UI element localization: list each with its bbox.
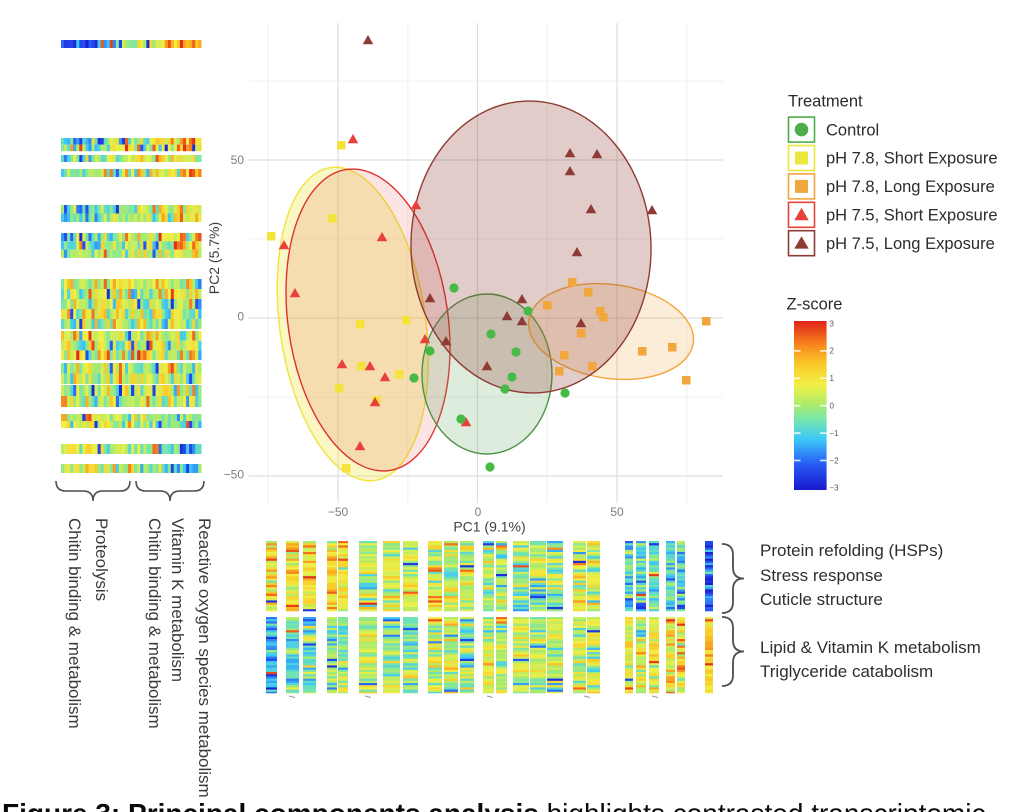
svg-text:1: 1: [830, 374, 835, 383]
svg-text:PC2 (5.7%): PC2 (5.7%): [206, 222, 222, 294]
svg-text:−3: −3: [830, 484, 840, 493]
svg-text:50: 50: [231, 153, 245, 167]
svg-text:Control: Control: [826, 121, 879, 139]
svg-text:Chitin binding & metabolism: Chitin binding & metabolism: [65, 518, 84, 729]
svg-text:Protein refolding (HSPs): Protein refolding (HSPs): [760, 541, 943, 560]
svg-text:pH 7.8, Short Exposure: pH 7.8, Short Exposure: [826, 150, 998, 168]
svg-text:Chitin binding & metabolism: Chitin binding & metabolism: [145, 518, 164, 729]
svg-text:Vitamin K metabolism: Vitamin K metabolism: [168, 518, 187, 682]
svg-text:0: 0: [237, 310, 244, 324]
svg-text:Triglyceride catabolism: Triglyceride catabolism: [760, 662, 933, 681]
svg-text:−1: −1: [830, 429, 840, 438]
svg-text:pH 7.5, Long Exposure: pH 7.5, Long Exposure: [826, 235, 995, 253]
svg-text:Lipid & Vitamin K metabolism: Lipid & Vitamin K metabolism: [760, 638, 981, 657]
svg-text:Stress response: Stress response: [760, 566, 883, 585]
svg-text:50: 50: [610, 505, 624, 519]
svg-text:−50: −50: [224, 468, 245, 482]
svg-text:0: 0: [475, 505, 482, 519]
svg-text:Treatment: Treatment: [788, 93, 863, 111]
svg-text:Figure 3: Principal components: Figure 3: Principal components analysis …: [2, 798, 985, 812]
svg-text:3: 3: [830, 319, 835, 328]
svg-text:PC1 (9.1%): PC1 (9.1%): [453, 519, 525, 535]
svg-text:Proteolysis: Proteolysis: [92, 518, 111, 601]
svg-text:Reactive oxygen species metabo: Reactive oxygen species metabolism: [195, 518, 214, 798]
svg-text:2: 2: [830, 347, 835, 356]
svg-text:−2: −2: [830, 456, 840, 465]
svg-text:−50: −50: [328, 505, 349, 519]
svg-text:pH 7.5, Short Exposure: pH 7.5, Short Exposure: [826, 207, 998, 225]
svg-text:Z-score: Z-score: [787, 296, 843, 314]
svg-text:0: 0: [830, 402, 835, 411]
svg-text:pH 7.8, Long Exposure: pH 7.8, Long Exposure: [826, 178, 995, 196]
svg-text:Cuticle structure: Cuticle structure: [760, 590, 883, 609]
